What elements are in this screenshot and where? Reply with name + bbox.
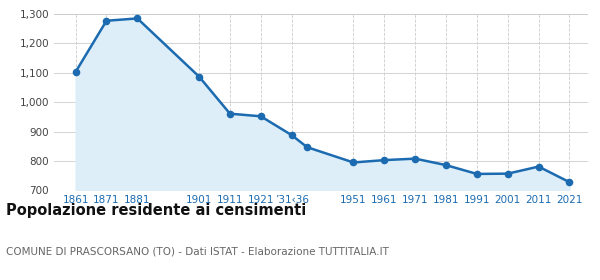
Point	[101, 18, 111, 23]
Point	[349, 160, 358, 165]
Point	[379, 158, 389, 162]
Point	[133, 16, 142, 21]
Point	[441, 163, 451, 167]
Point	[503, 171, 512, 176]
Point	[225, 111, 235, 116]
Point	[256, 114, 266, 118]
Text: COMUNE DI PRASCORSANO (TO) - Dati ISTAT - Elaborazione TUTTITALIA.IT: COMUNE DI PRASCORSANO (TO) - Dati ISTAT …	[6, 246, 389, 256]
Point	[534, 164, 544, 169]
Point	[287, 133, 296, 137]
Point	[302, 145, 312, 150]
Point	[194, 74, 204, 79]
Text: Popolazione residente ai censimenti: Popolazione residente ai censimenti	[6, 203, 306, 218]
Point	[410, 157, 420, 161]
Point	[565, 180, 574, 185]
Point	[472, 172, 482, 176]
Point	[71, 70, 80, 74]
